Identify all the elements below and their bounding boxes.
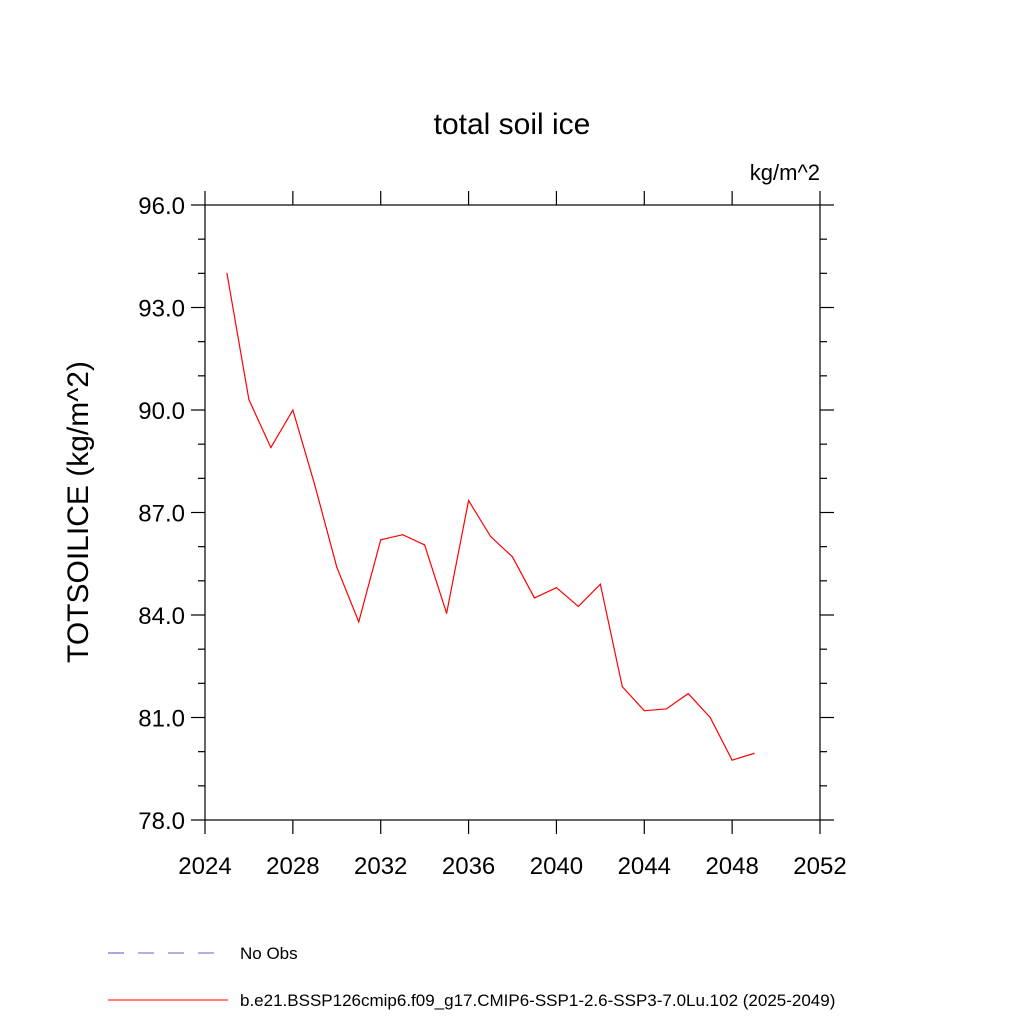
y-tick-label: 90.0 xyxy=(138,398,185,425)
y-tick-label: 84.0 xyxy=(138,603,185,630)
x-tick-label: 2028 xyxy=(266,853,319,880)
data-point xyxy=(292,409,294,411)
data-point xyxy=(621,686,623,688)
data-point xyxy=(511,556,514,558)
x-tick-label: 2040 xyxy=(530,853,583,880)
y-tick-label: 78.0 xyxy=(138,808,185,835)
data-point xyxy=(270,446,272,449)
chart-title: total soil ice xyxy=(434,108,591,141)
x-ticks: 2024 2028 2032 2036 2040 2044 2048 2052 xyxy=(178,191,847,880)
data-point xyxy=(665,708,667,710)
legend-label: No Obs xyxy=(240,944,298,963)
y-tick-label: 87.0 xyxy=(138,501,185,528)
data-point xyxy=(314,484,316,486)
data-point xyxy=(380,539,382,541)
data-point xyxy=(402,534,404,536)
y-tick-label: 93.0 xyxy=(138,296,185,323)
x-tick-label: 2048 xyxy=(705,853,758,880)
data-point xyxy=(731,759,733,761)
series-line xyxy=(226,273,755,761)
data-point xyxy=(424,544,426,546)
data-point xyxy=(599,583,601,585)
data-point xyxy=(336,566,338,568)
x-tick-label: 2044 xyxy=(618,853,671,880)
data-point xyxy=(577,605,579,608)
data-point xyxy=(753,752,755,754)
series-layer xyxy=(226,272,755,761)
x-tick-label: 2032 xyxy=(354,853,407,880)
data-point xyxy=(687,692,689,695)
y-ticks: 78.0 81.0 84.0 87.0 90.0 93.0 96.0 xyxy=(138,193,834,835)
data-point xyxy=(643,710,645,712)
data-point xyxy=(467,499,470,502)
data-point xyxy=(489,535,492,538)
x-tick-label: 2036 xyxy=(442,853,495,880)
legend-label: b.e21.BSSP126cmip6.f09_g17.CMIP6-SSP1-2.… xyxy=(240,991,835,1010)
data-point xyxy=(248,399,250,401)
data-point xyxy=(358,621,360,623)
y-tick-label: 81.0 xyxy=(138,706,185,733)
data-point xyxy=(226,272,228,274)
x-tick-label: 2024 xyxy=(178,853,231,880)
data-point xyxy=(709,716,711,719)
data-point xyxy=(555,587,558,589)
x-tick-label: 2052 xyxy=(793,853,846,880)
units-label: kg/m^2 xyxy=(750,160,820,185)
data-point xyxy=(446,612,448,614)
plot-frame xyxy=(204,204,821,821)
data-point xyxy=(533,597,536,599)
y-axis-label: TOTSOILICE (kg/m^2) xyxy=(62,361,95,663)
y-tick-label: 96.0 xyxy=(138,193,185,220)
legend: No Obs b.e21.BSSP126cmip6.f09_g17.CMIP6-S… xyxy=(108,944,835,1010)
